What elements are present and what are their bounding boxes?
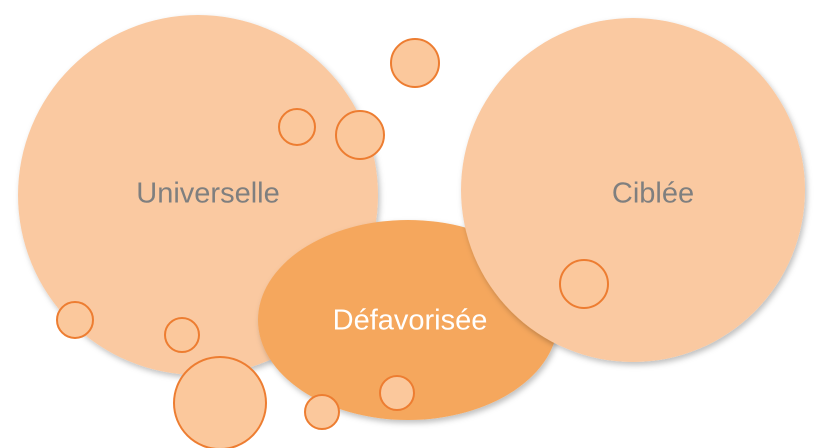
bubble: [56, 301, 94, 339]
bubble: [278, 108, 316, 146]
targeted-circle: [461, 18, 805, 362]
node-label: Universelle: [136, 178, 279, 210]
bubble: [390, 38, 440, 88]
bubble: [335, 110, 385, 160]
bubble: [304, 394, 340, 430]
bubble: [164, 317, 200, 353]
node-label: Ciblée: [612, 178, 694, 210]
node-label: Défavorisée: [333, 305, 488, 337]
bubble: [173, 356, 267, 448]
bubble: [379, 375, 415, 411]
bubble: [559, 259, 609, 309]
